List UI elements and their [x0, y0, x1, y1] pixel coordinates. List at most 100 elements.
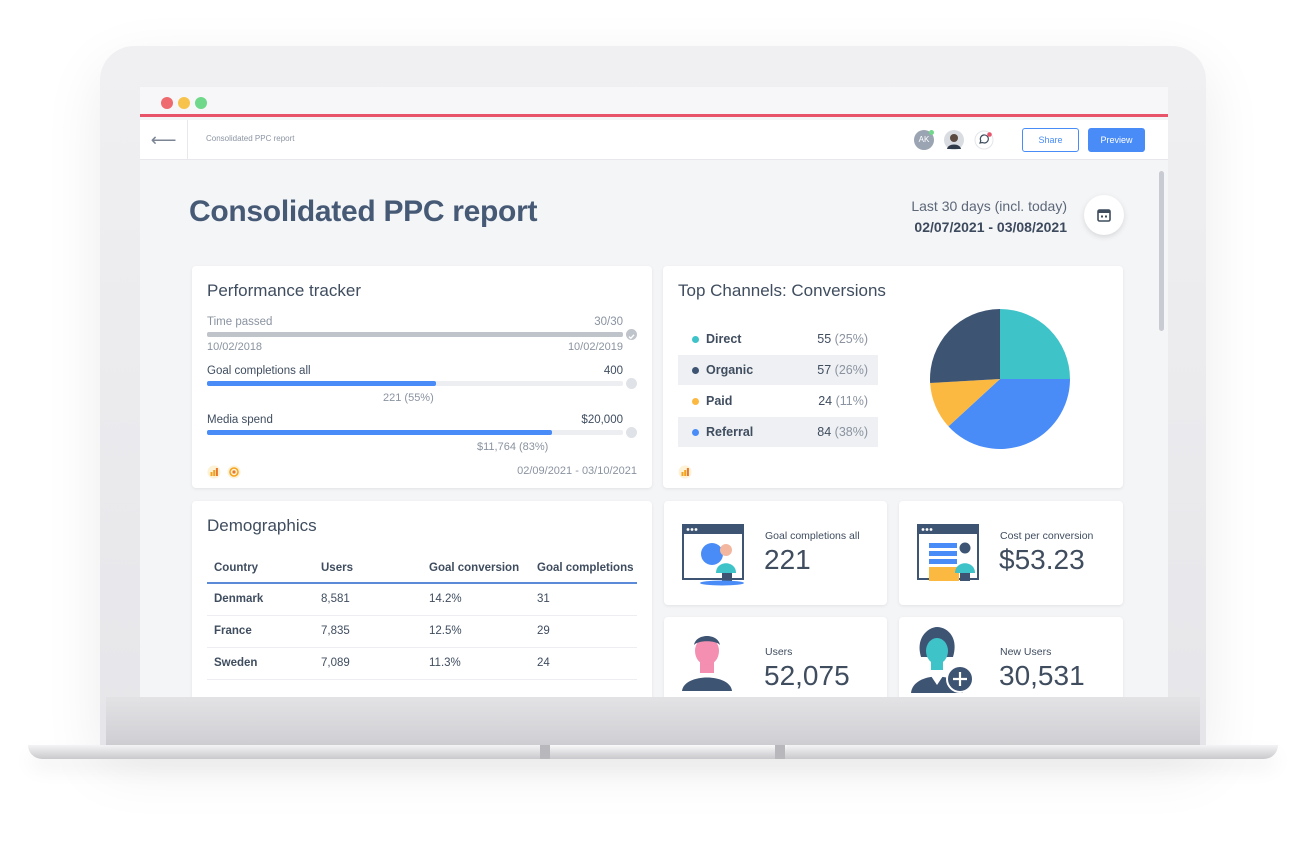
legend-dot: [692, 367, 699, 374]
kpi-value: 30,531: [999, 660, 1085, 691]
channel-value: 55 (25%): [817, 332, 868, 346]
comments-icon[interactable]: [974, 130, 994, 150]
app-window: ⟵ Consolidated PPC report AK Share Previ…: [140, 87, 1168, 697]
cell-goal-conversion: 11.3%: [422, 647, 530, 680]
channel-percent: (26%): [834, 363, 868, 377]
card-title: Top Channels: Conversions: [678, 281, 886, 300]
kpi-goal-completions-card: Goal completions all 221: [664, 501, 887, 605]
conversions-pie-chart: [930, 309, 1070, 449]
table-row: Denmark 8,581 14.2% 31: [207, 583, 637, 616]
progress-fill: [207, 430, 553, 435]
app-header: ⟵ Consolidated PPC report AK Share Previ…: [140, 120, 1168, 160]
pie-slice-referral[interactable]: [948, 379, 1070, 449]
minimize-window-button[interactable]: [178, 97, 190, 109]
maximize-window-button[interactable]: [195, 97, 207, 109]
kpi-label: New Users: [1000, 646, 1052, 658]
media-spend-current: $11,764 (83%): [477, 441, 549, 453]
channel-name: Referral: [706, 425, 754, 439]
legend-dot: [692, 398, 699, 405]
pie-slice-direct[interactable]: [1000, 309, 1070, 379]
date-range-dates: 02/07/2021 - 03/08/2021: [914, 219, 1067, 235]
legend-dot: [692, 429, 699, 436]
target-marker-icon: [626, 427, 637, 438]
window-titlebar: [140, 87, 1168, 117]
cell-country: France: [207, 615, 314, 648]
time-passed-total: 30/30: [594, 316, 623, 328]
media-spend-total: $20,000: [581, 414, 623, 426]
cell-goal-conversion: 12.5%: [422, 615, 530, 648]
share-button[interactable]: Share: [1022, 128, 1079, 152]
kpi-label: Users: [765, 646, 793, 658]
avatar-user-photo[interactable]: [944, 130, 964, 150]
table-header-row: Country Users Goal conversion Goal compl…: [207, 553, 637, 584]
page-title: Consolidated PPC report: [189, 195, 538, 228]
date-range: Last 30 days (incl. today) 02/07/2021 - …: [911, 198, 1067, 235]
tracker-date-range: 02/09/2021 - 03/10/2021: [517, 465, 637, 477]
channel-percent: (25%): [834, 332, 868, 346]
pie-slice-paid[interactable]: [930, 379, 1000, 427]
end-date: 10/02/2019: [567, 341, 623, 353]
laptop-hinge-left: [540, 745, 550, 759]
cell-goal-completions: 24: [530, 647, 637, 680]
back-arrow-icon[interactable]: ⟵: [140, 120, 188, 160]
legend-dot: [692, 336, 699, 343]
column-header-goal-conversion[interactable]: Goal conversion: [422, 553, 530, 584]
channel-count: 55: [817, 332, 832, 346]
online-status-dot: [929, 130, 934, 135]
channel-row-referral: Referral 84 (38%): [678, 417, 878, 447]
progress-fill: [207, 381, 436, 386]
channel-row-paid: Paid 24 (11%): [678, 386, 878, 416]
top-channels-card: Top Channels: Conversions Direct 55 (25%…: [663, 266, 1123, 488]
calendar-icon: [1097, 209, 1111, 222]
channel-row-organic: Organic 57 (26%): [678, 355, 878, 385]
goal-completions-label: Goal completions all: [207, 365, 311, 377]
kpi-cost-per-conversion-card: Cost per conversion $53.23: [899, 501, 1123, 605]
add-user-icon: [911, 627, 974, 693]
column-header-country[interactable]: Country: [207, 553, 314, 584]
target-marker-icon: [626, 378, 637, 389]
cell-goal-completions: 29: [530, 615, 637, 648]
kpi-value: 221: [764, 544, 811, 575]
table-row: France 7,835 12.5% 29: [207, 615, 637, 648]
channel-name: Direct: [706, 332, 742, 346]
column-header-goal-completions[interactable]: Goal completions: [530, 553, 637, 584]
browser-person-icon: [682, 524, 744, 586]
check-icon: [626, 329, 637, 340]
preview-button[interactable]: Preview: [1088, 128, 1145, 152]
start-date: 10/02/2018: [207, 341, 263, 353]
card-title: Demographics: [207, 516, 317, 535]
pie-slice-organic[interactable]: [930, 309, 1000, 383]
kpi-new-users-card: New Users 30,531: [899, 617, 1123, 697]
close-window-button[interactable]: [161, 97, 173, 109]
report-canvas: Consolidated PPC report Last 30 days (in…: [140, 161, 1168, 697]
source-icons: [207, 465, 241, 479]
channel-count: 24: [818, 394, 833, 408]
cell-country: Denmark: [207, 583, 314, 616]
cell-users: 7,089: [314, 647, 422, 680]
goal-target-icon: [227, 465, 241, 479]
user-icon: [682, 636, 732, 691]
demographics-card: Demographics Country Users Goal conversi…: [192, 501, 652, 697]
channel-value: 24 (11%): [818, 394, 868, 408]
avatar-ak[interactable]: AK: [914, 130, 934, 150]
time-passed-label: Time passed: [207, 316, 273, 328]
goal-completions-total: 400: [603, 365, 623, 377]
laptop-bezel-bottom: [106, 697, 1200, 745]
kpi-label: Cost per conversion: [1000, 530, 1094, 542]
column-header-users[interactable]: Users: [314, 553, 422, 584]
demographics-table: Country Users Goal conversion Goal compl…: [207, 553, 637, 680]
channel-row-direct: Direct 55 (25%): [678, 324, 878, 354]
cell-users: 8,581: [314, 583, 422, 616]
cell-users: 7,835: [314, 615, 422, 648]
scrollbar[interactable]: [1159, 171, 1164, 331]
calendar-button[interactable]: [1084, 195, 1124, 235]
analytics-icon: [207, 465, 221, 479]
channel-value: 57 (26%): [817, 363, 868, 377]
performance-tracker-card: Performance tracker Time passed 30/30 10…: [192, 266, 652, 488]
card-title: Performance tracker: [207, 281, 361, 300]
breadcrumb: Consolidated PPC report: [206, 134, 295, 143]
kpi-value: $53.23: [999, 544, 1085, 575]
cell-goal-conversion: 14.2%: [422, 583, 530, 616]
channel-value: 84 (38%): [817, 425, 868, 439]
